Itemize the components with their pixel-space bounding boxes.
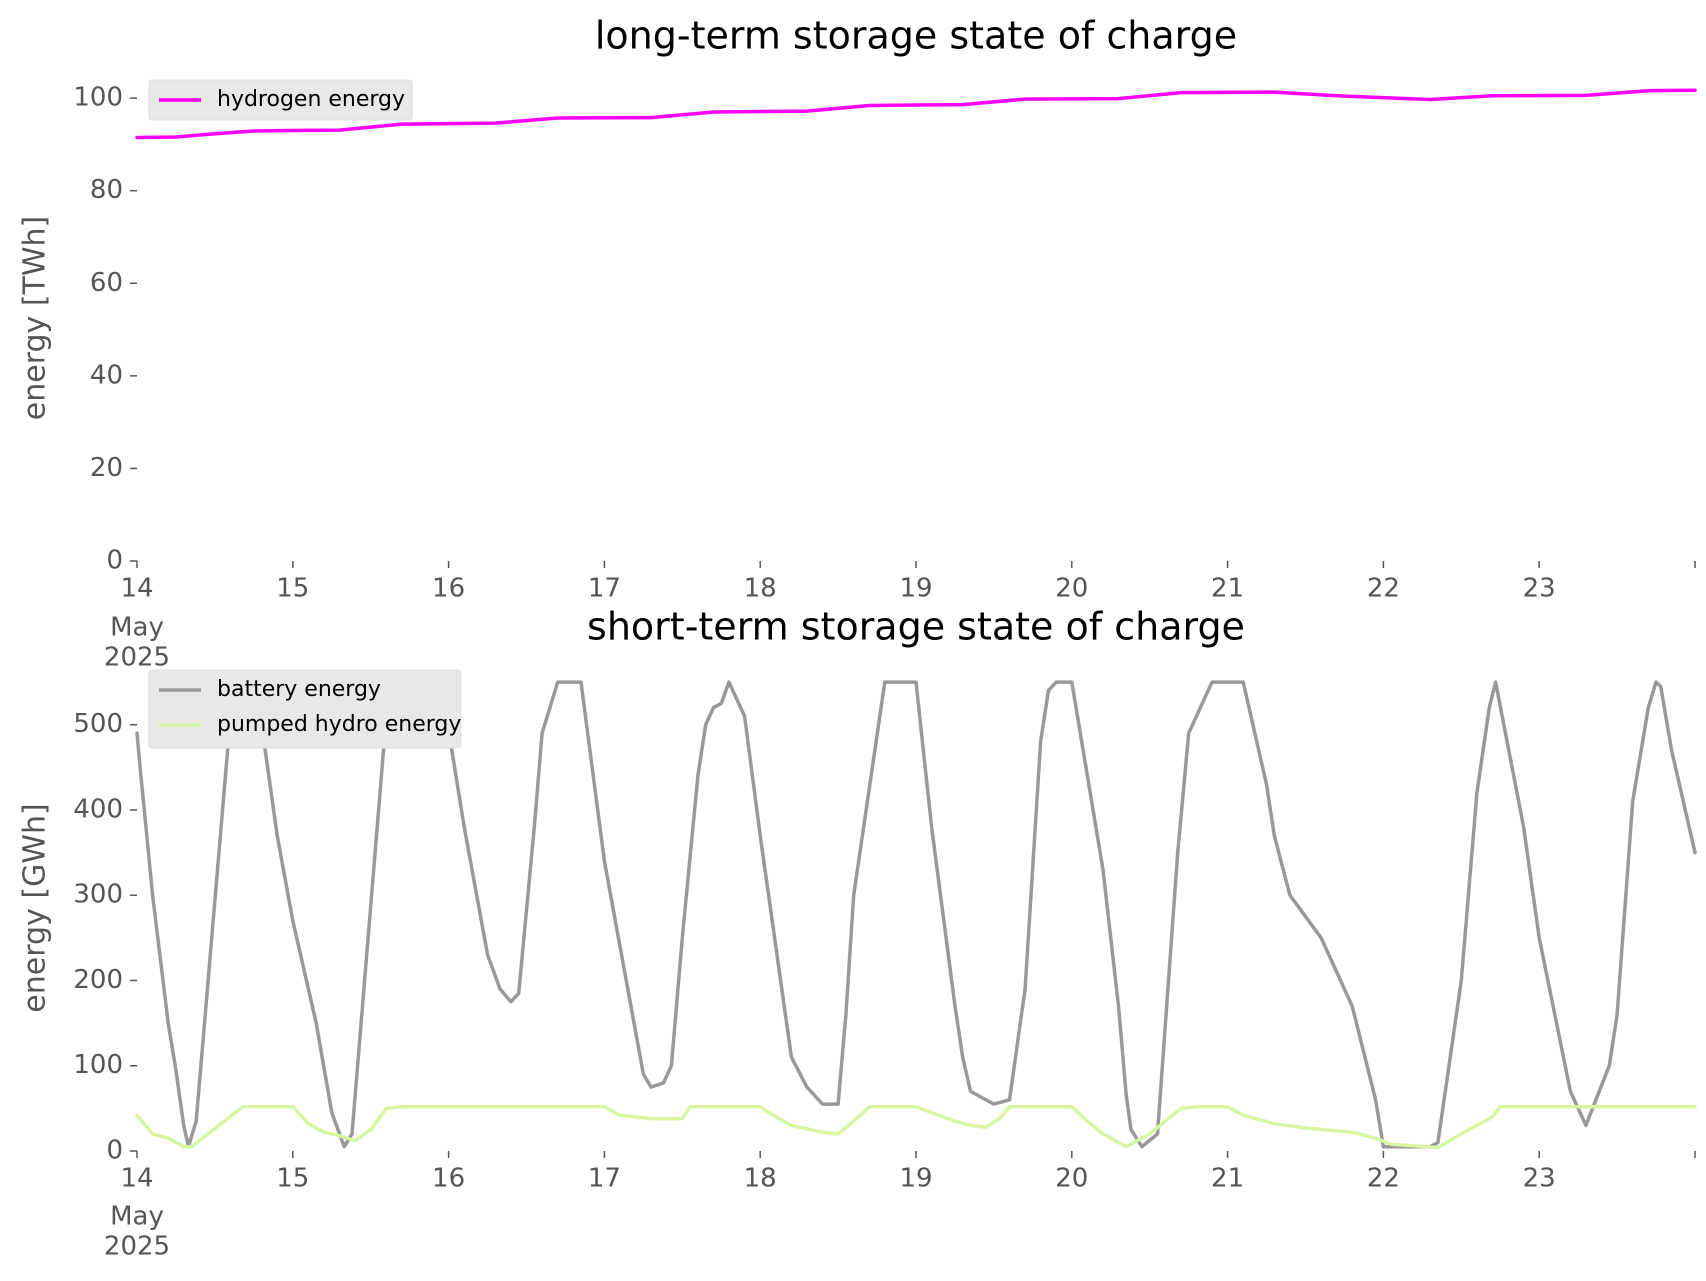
- legend-box: [148, 669, 462, 749]
- x-tick-label: 21: [1211, 1164, 1244, 1194]
- x-tick-label: 22: [1367, 574, 1400, 604]
- x-tick-label: 18: [744, 1164, 777, 1194]
- legend: hydrogen energy: [148, 79, 413, 121]
- legend: battery energy pumped hydro energy: [148, 669, 462, 749]
- legend-label: hydrogen energy: [217, 87, 405, 112]
- x-tick-label: 17: [588, 574, 621, 604]
- x-tick-label: 14: [120, 1164, 153, 1194]
- x-tick-label: 17: [588, 1164, 621, 1194]
- legend-label: pumped hydro energy: [217, 712, 461, 737]
- y-tick-label: 300: [73, 880, 123, 910]
- x-tick-label: 21: [1211, 574, 1244, 604]
- chart-title: short-term storage state of charge: [587, 605, 1245, 649]
- x-tick-label: 16: [432, 574, 465, 604]
- y-axis-label: energy [TWh]: [18, 216, 53, 420]
- y-tick-label: 80: [90, 175, 123, 205]
- x-tick-label: 15: [276, 574, 309, 604]
- y-tick-label: 0: [106, 1136, 123, 1166]
- x-tick-label: 15: [276, 1164, 309, 1194]
- x-tick-label: 20: [1055, 1164, 1088, 1194]
- x-tick-label: 23: [1523, 1164, 1556, 1194]
- x-tick-sublabel: May: [110, 1202, 164, 1232]
- x-tick-sublabel: 2025: [104, 643, 170, 673]
- series-line-2: [135, 1104, 1697, 1150]
- y-tick-label: 500: [73, 709, 123, 739]
- y-tick-label: 20: [90, 453, 123, 483]
- y-tick-label: 100: [73, 1050, 123, 1080]
- y-tick-label: 200: [73, 965, 123, 995]
- y-tick-label: 400: [73, 794, 123, 824]
- x-tick-label: 20: [1055, 574, 1088, 604]
- x-tick-label: 19: [899, 574, 932, 604]
- x-tick-sublabel: May: [110, 613, 164, 643]
- series-line-1: [135, 88, 1697, 140]
- x-tick-label: 18: [744, 574, 777, 604]
- legend-box: [148, 79, 413, 121]
- chart-panel-1: long-term storage state of charge energy …: [18, 14, 1697, 673]
- y-tick-label: 0: [106, 546, 123, 576]
- series-line-1: [135, 680, 1697, 1149]
- x-tick-label: 23: [1523, 574, 1556, 604]
- x-tick-sublabel: 2025: [104, 1232, 170, 1262]
- x-tick-label: 19: [899, 1164, 932, 1194]
- y-tick-label: 60: [90, 268, 123, 298]
- chart-title: long-term storage state of charge: [595, 14, 1237, 58]
- legend-label: battery energy: [217, 677, 381, 702]
- y-tick-label: 100: [73, 83, 123, 113]
- y-axis-label: energy [GWh]: [18, 803, 53, 1012]
- x-tick-label: 14: [120, 574, 153, 604]
- chart-panel-2: short-term storage state of charge energy…: [18, 605, 1697, 1262]
- y-tick-label: 40: [90, 360, 123, 390]
- x-tick-label: 22: [1367, 1164, 1400, 1194]
- x-tick-label: 16: [432, 1164, 465, 1194]
